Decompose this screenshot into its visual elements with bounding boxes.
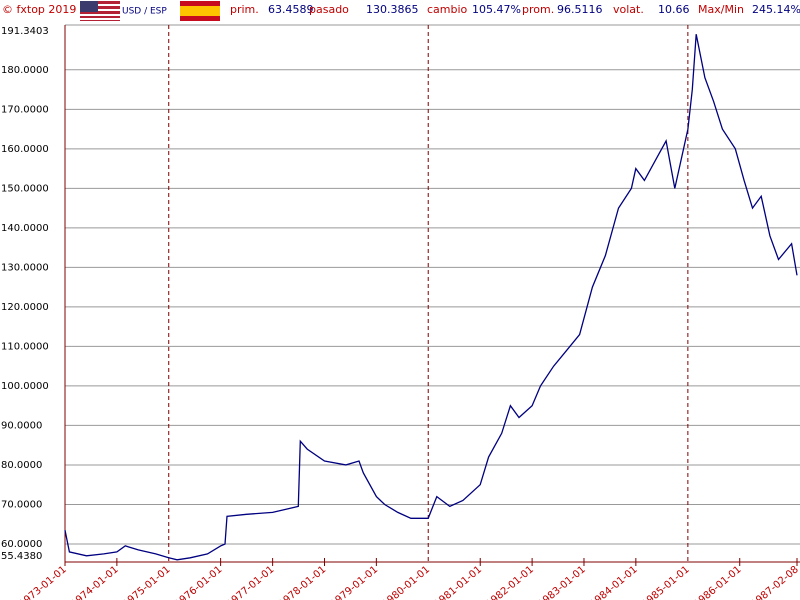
x-tick-label: 1979-01-01	[329, 564, 381, 600]
y-tick-label: 55.4380	[1, 551, 42, 562]
x-tick-label: 1974-01-01	[69, 564, 121, 600]
x-tick-label: 1980-01-01	[380, 564, 432, 600]
y-tick-label: 90.0000	[1, 420, 42, 431]
y-tick-label: 100.0000	[1, 381, 49, 392]
stat-value: 96.5116	[557, 3, 603, 16]
y-tick-label: 60.0000	[1, 539, 42, 550]
y-tick-label: 120.0000	[1, 302, 49, 313]
stat-label: prim.	[230, 3, 259, 16]
credit: © fxtop 2019	[2, 3, 76, 16]
es-flag	[180, 1, 220, 21]
x-tick-label: 1985-01-01	[640, 564, 692, 600]
x-tick-label: 1977-01-01	[225, 564, 277, 600]
x-tick-label: 1973-01-01	[17, 564, 69, 600]
stat-label: volat.	[613, 3, 644, 16]
y-tick-label: 110.0000	[1, 341, 49, 352]
stat-label: prom.	[522, 3, 554, 16]
pair: USD / ESP	[122, 7, 167, 17]
stat-value: 105.47%	[472, 3, 521, 16]
y-tick-label: 150.0000	[1, 183, 49, 194]
stat-label: pasado	[309, 3, 349, 16]
x-tick-label: 1984-01-01	[588, 564, 640, 600]
y-tick-label: 180.0000	[1, 65, 49, 76]
x-tick-label: 1986-01-01	[692, 564, 744, 600]
x-tick-label: 1981-01-01	[433, 564, 485, 600]
x-tick-label: 1983-01-01	[536, 564, 588, 600]
y-tick-label: 130.0000	[1, 262, 49, 273]
y-tick-label: 70.0000	[1, 499, 42, 510]
stat-value: 130.3865	[366, 3, 419, 16]
y-tick-label: 191.3403	[1, 26, 49, 37]
x-tick-label: 1987-02-08	[749, 564, 800, 600]
stat-label: Max/Min	[698, 3, 744, 16]
us-flag	[80, 1, 120, 21]
x-tick-label: 1982-01-01	[484, 564, 536, 600]
stat-label: cambio	[427, 3, 468, 16]
y-tick-label: 80.0000	[1, 460, 42, 471]
stat-value: 245.14%	[752, 3, 800, 16]
x-tick-label: 1976-01-01	[173, 564, 225, 600]
stat-value: 10.66	[658, 3, 690, 16]
y-tick-label: 140.0000	[1, 223, 49, 234]
x-tick-label: 1978-01-01	[277, 564, 329, 600]
x-tick-label: 1975-01-01	[121, 564, 173, 600]
price-line	[64, 34, 798, 561]
stat-value: 63.4589	[268, 3, 314, 16]
y-tick-label: 170.0000	[1, 104, 49, 115]
y-tick-label: 160.0000	[1, 144, 49, 155]
